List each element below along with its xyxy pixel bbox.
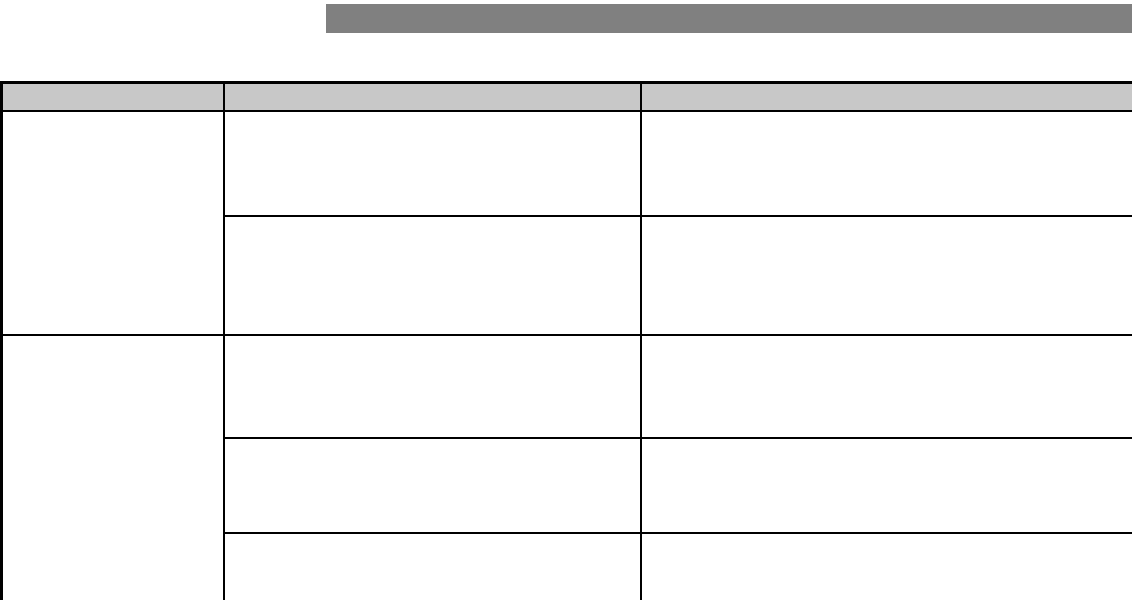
group2-label-cell [0,334,225,600]
header-cell-col1 [0,81,225,112]
table-row [2,532,1132,600]
group1-label-cell [0,110,225,336]
table-row [2,215,1132,336]
table-cell [222,437,642,534]
table-row [0,110,1132,336]
title-highlight-bar [326,4,1132,33]
table-cell [639,437,1132,534]
table-cell [639,334,1132,439]
data-table [0,81,1132,600]
table-cell [222,334,642,439]
table-cell [639,532,1132,600]
table-cell [639,215,1132,336]
header-cell-col3 [639,81,1132,112]
table-cell [222,110,642,217]
table-row [2,437,1132,534]
table-cell [222,532,642,600]
table-row [0,334,1132,600]
header-cell-col2 [222,81,642,112]
table-cell [639,110,1132,217]
table-header-row [0,81,1132,112]
table-cell [222,215,642,336]
